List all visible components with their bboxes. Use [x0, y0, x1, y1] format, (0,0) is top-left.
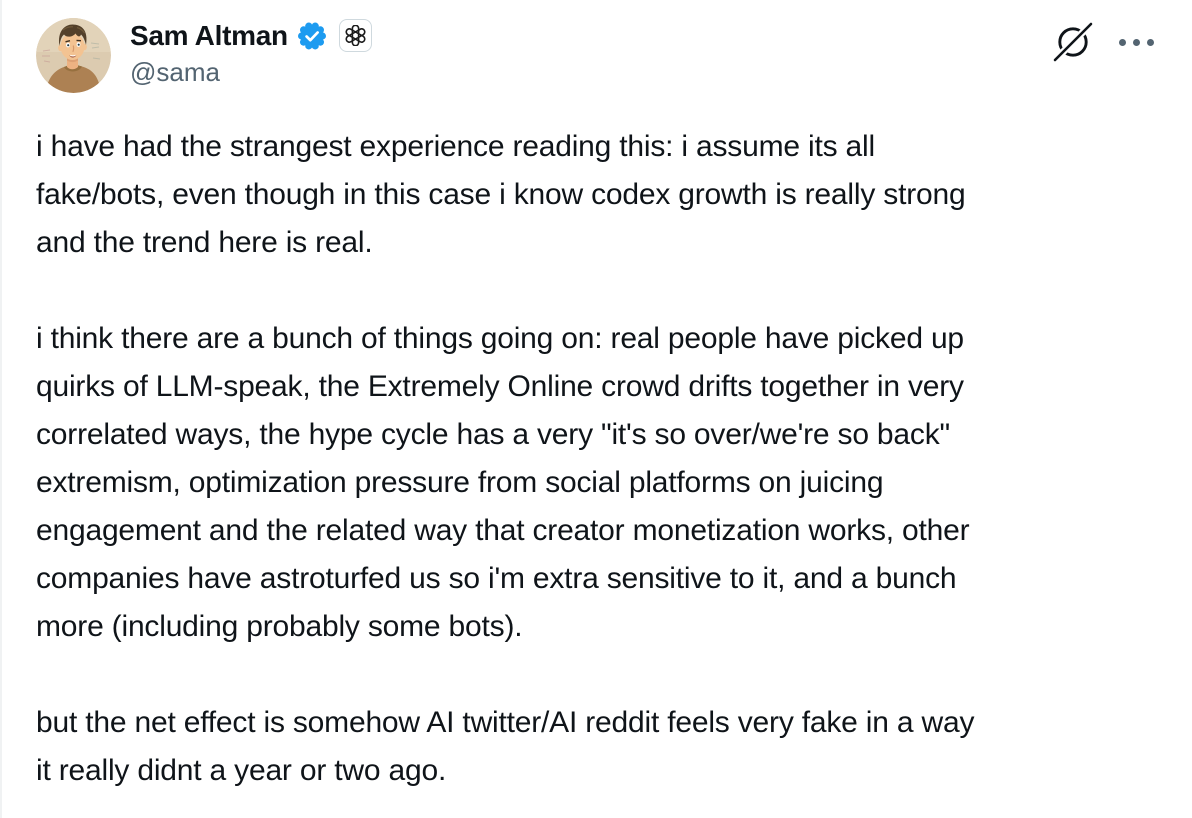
handle[interactable]: @sama: [130, 57, 220, 87]
grok-button[interactable]: [1051, 20, 1095, 64]
display-name[interactable]: Sam Altman: [130, 19, 288, 51]
page-edge-divider: [0, 0, 2, 818]
identity-block: Sam Altman: [130, 19, 372, 87]
avatar-illustration: [36, 18, 111, 93]
openai-affiliation-badge[interactable]: [338, 19, 372, 52]
tweet-header: Sam Altman: [36, 18, 1156, 93]
ellipsis-icon: [1147, 38, 1154, 46]
name-row: Sam Altman: [130, 19, 372, 52]
openai-logo-icon: [345, 25, 366, 46]
ellipsis-icon: [1133, 38, 1140, 46]
ellipsis-icon: [1119, 38, 1126, 46]
tweet-text: i have had the strangest experience read…: [36, 130, 975, 787]
avatar[interactable]: [36, 18, 111, 93]
header-actions: [1051, 20, 1156, 64]
grok-icon: [1053, 22, 1093, 62]
verified-badge-icon[interactable]: [297, 21, 327, 51]
more-button[interactable]: [1117, 21, 1156, 63]
